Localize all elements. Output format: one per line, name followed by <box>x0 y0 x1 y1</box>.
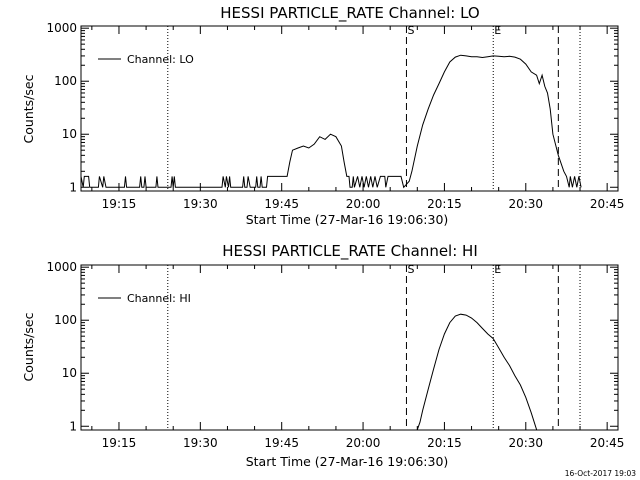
lo-series-line <box>81 54 582 189</box>
hi-x-tick-label: 19:30 <box>183 436 218 450</box>
hi-x-tick-label: 20:15 <box>427 436 462 450</box>
hi-x-tick-label: 20:45 <box>590 436 625 450</box>
hi-x-tick-label: 20:30 <box>508 436 543 450</box>
lo-plot-title: HESSI PARTICLE_RATE Channel: LO <box>220 4 479 23</box>
hi-plot-frame <box>80 264 619 431</box>
lo-y-tick-label: 100 <box>54 74 77 88</box>
lo-x-tick-label: 20:45 <box>590 197 625 211</box>
hi-y-tick-label: 100 <box>54 313 77 327</box>
lo-x-tick-label: 19:15 <box>102 197 137 211</box>
lo-y-tick-label: 1 <box>69 180 77 194</box>
hi-marker-label-s: S <box>407 263 414 276</box>
hi-plot-title: HESSI PARTICLE_RATE Channel: HI <box>222 242 478 261</box>
lo-x-tick-label: 20:15 <box>427 197 462 211</box>
lo-legend-label: Channel: LO <box>127 53 194 66</box>
hi-y-tick-label: 1 <box>69 419 77 433</box>
lo-x-tick-label: 20:00 <box>346 197 381 211</box>
hi-channel-plot: HESSI PARTICLE_RATE Channel: HI Counts/s… <box>21 242 624 469</box>
hi-xlabel: Start Time (27-Mar-16 19:06:30) <box>246 454 449 469</box>
hi-series-line <box>416 313 538 430</box>
hi-legend-label: Channel: HI <box>127 292 191 305</box>
lo-channel-plot: HESSI PARTICLE_RATE Channel: LO Counts/s… <box>21 4 624 227</box>
lo-plot-frame <box>80 25 619 192</box>
lo-y-tick-label: 10 <box>62 127 77 141</box>
hi-x-tick-label: 20:00 <box>346 436 381 450</box>
hi-y-tick-label: 10 <box>62 366 77 380</box>
lo-x-tick-label: 19:45 <box>264 197 299 211</box>
lo-marker-label-e: E <box>494 24 501 37</box>
hi-x-tick-label: 19:15 <box>102 436 137 450</box>
hi-x-tick-label: 19:45 <box>264 436 299 450</box>
lo-x-tick-label: 20:30 <box>508 197 543 211</box>
lo-x-tick-label: 19:30 <box>183 197 218 211</box>
lo-marker-label-s: S <box>407 24 414 37</box>
hi-ylabel: Counts/sec <box>21 312 36 381</box>
hi-y-tick-label: 1000 <box>46 260 77 274</box>
lo-y-tick-label: 1000 <box>46 21 77 35</box>
hi-marker-label-e: E <box>494 263 501 276</box>
lo-xlabel: Start Time (27-Mar-16 19:06:30) <box>246 212 449 227</box>
generated-timestamp: 16-Oct-2017 19:03 <box>565 469 636 478</box>
lo-ylabel: Counts/sec <box>21 74 36 143</box>
